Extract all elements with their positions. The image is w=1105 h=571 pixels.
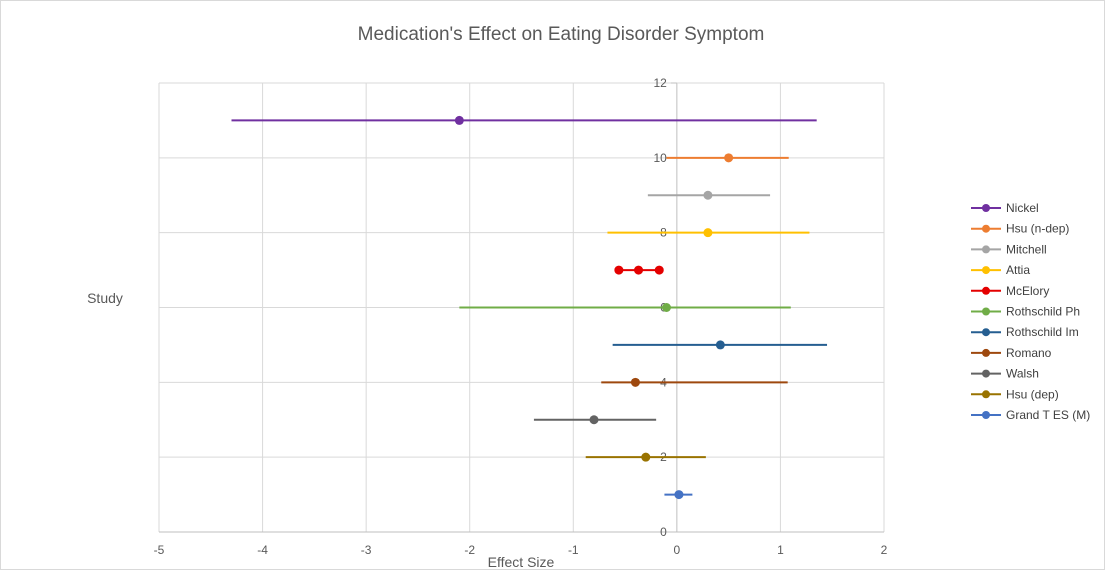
legend: Nickel Hsu (n-dep) Mitchell Attia McElory Rot… [971, 201, 1090, 422]
data-point [614, 265, 624, 275]
legend-label: Grand T ES (M) [1006, 408, 1090, 422]
y-axis-title: Study [87, 290, 123, 306]
x-tick-label: -2 [464, 543, 475, 557]
legend-entry: Hsu (dep) [971, 387, 1059, 401]
series-attia [607, 228, 810, 238]
x-tick-label: 0 [674, 543, 681, 557]
series-hsu-n-dep- [666, 153, 789, 163]
legend-marker [982, 348, 990, 357]
legend-entry: Grand T ES (M) [971, 408, 1090, 422]
legend-entry: McElory [971, 284, 1049, 298]
legend-marker [982, 328, 990, 337]
y-tick-label: 12 [653, 76, 667, 90]
data-point [641, 452, 651, 462]
data-point [654, 265, 664, 275]
series-walsh [533, 415, 657, 425]
legend-marker [982, 286, 990, 295]
x-tick-label: -1 [568, 543, 579, 557]
x-tick-label: 1 [777, 543, 784, 557]
data-point [454, 115, 464, 125]
legend-label: Hsu (n-dep) [1006, 222, 1069, 236]
x-tick-label: -5 [154, 543, 165, 557]
legend-entry: Nickel [971, 201, 1039, 215]
legend-marker [982, 411, 990, 419]
series-rothschild-ph [459, 303, 791, 312]
data-point [589, 415, 599, 425]
legend-label: Nickel [1006, 201, 1039, 215]
series-rothschild-im [612, 340, 828, 350]
legend-entry: Attia [971, 263, 1030, 277]
data-point [630, 377, 640, 387]
legend-marker [982, 266, 990, 275]
x-axis-tick-labels: -5 -4 -3 -2 -1 0 1 2 [154, 543, 888, 557]
data-point [674, 490, 684, 500]
legend-entry: Hsu (n-dep) [971, 222, 1069, 236]
series-group [231, 115, 828, 500]
legend-entry: Mitchell [971, 242, 1047, 256]
legend-label: McElory [1006, 284, 1049, 298]
series-grand-t-es-m- [664, 490, 693, 500]
x-axis-title: Effect Size [488, 554, 555, 570]
x-tick-label: 2 [881, 543, 888, 557]
y-tick-label: 0 [660, 525, 667, 539]
series-romano [601, 377, 788, 387]
legend-label: Walsh [1006, 367, 1039, 381]
data-point [703, 190, 713, 200]
x-tick-label: -3 [361, 543, 372, 557]
legend-marker [982, 204, 990, 212]
chart-title: Medication's Effect on Eating Disorder S… [358, 24, 765, 45]
legend-marker [982, 224, 990, 233]
data-point [703, 228, 713, 238]
legend-label: Rothschild Im [1006, 325, 1079, 339]
legend-entry: Rothschild Ph [971, 305, 1080, 319]
series-nickel [231, 115, 817, 125]
y-tick-label: 10 [653, 151, 667, 165]
series-hsu-dep- [585, 452, 706, 462]
legend-label: Mitchell [1006, 242, 1047, 256]
series-mcelory [614, 265, 664, 275]
legend-entry: Walsh [971, 367, 1039, 381]
x-tick-label: -4 [257, 543, 268, 557]
data-point [715, 340, 725, 350]
legend-marker [982, 369, 990, 378]
legend-label: Hsu (dep) [1006, 387, 1059, 401]
legend-label: Romano [1006, 346, 1052, 360]
legend-marker [982, 245, 990, 254]
data-point [662, 303, 671, 312]
legend-label: Rothschild Ph [1006, 305, 1080, 319]
legend-entry: Rothschild Im [971, 325, 1079, 339]
legend-marker [982, 307, 990, 316]
legend-marker [982, 390, 990, 399]
legend-label: Attia [1006, 263, 1030, 277]
legend-entry: Romano [971, 346, 1052, 360]
data-point [724, 153, 734, 163]
series-mitchell [647, 190, 771, 200]
data-point [634, 265, 644, 275]
